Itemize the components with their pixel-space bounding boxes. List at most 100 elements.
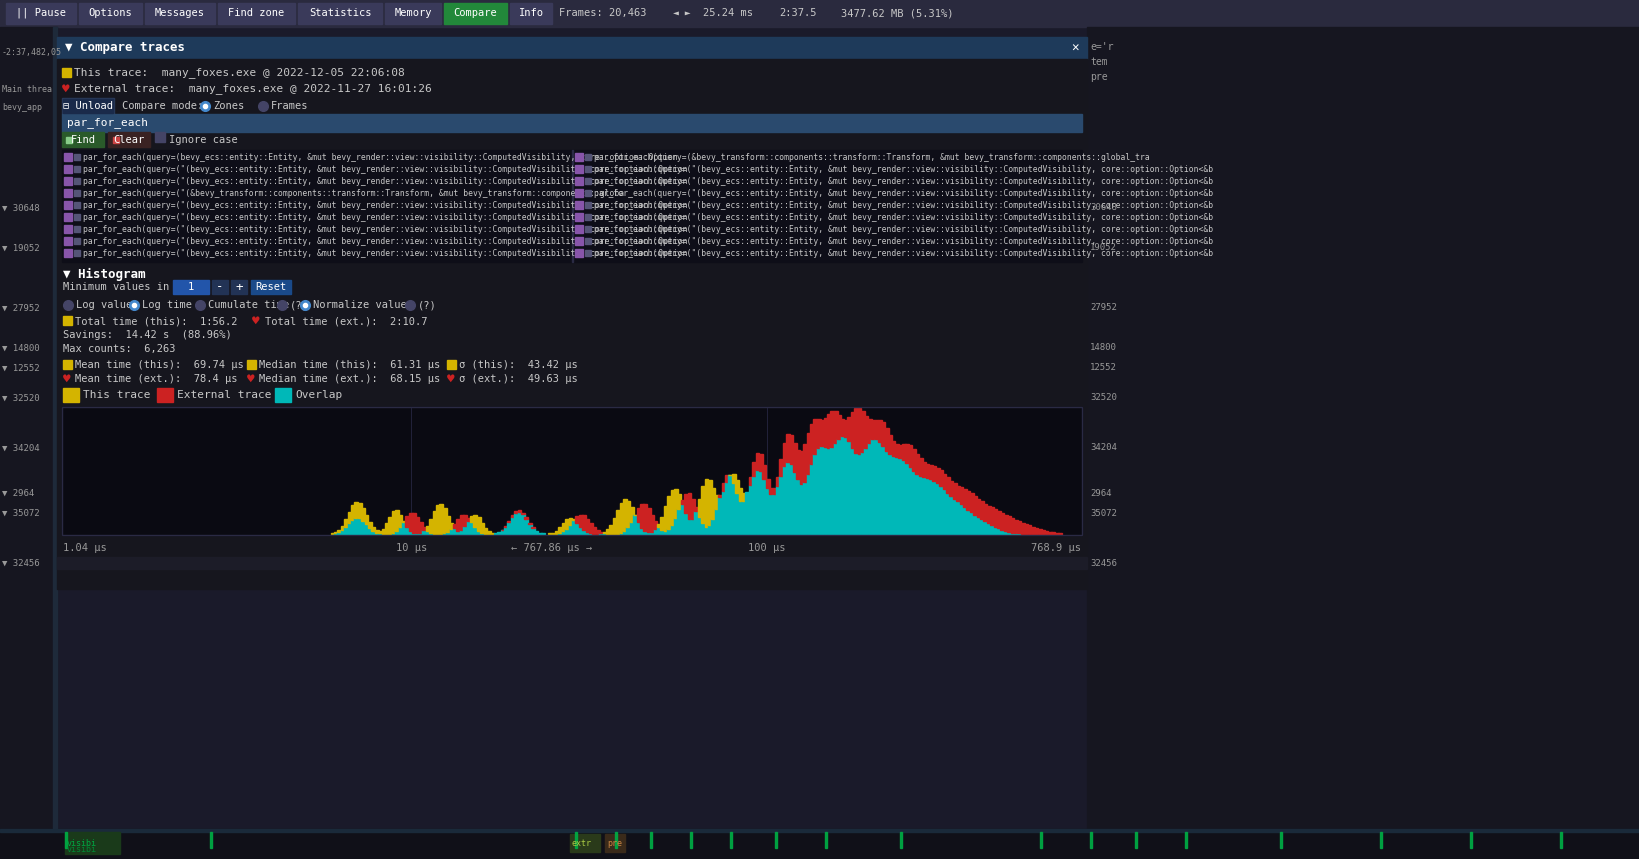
Bar bbox=[74, 238, 80, 244]
Bar bbox=[511, 517, 515, 534]
Bar bbox=[588, 523, 593, 533]
Bar bbox=[1000, 530, 1005, 534]
Text: tem: tem bbox=[1090, 57, 1108, 67]
Bar bbox=[882, 447, 885, 534]
Bar bbox=[1015, 520, 1018, 533]
Bar bbox=[806, 433, 810, 474]
Bar bbox=[579, 527, 582, 534]
Text: par_for_each(query=("(bevy_ecs::entity::Entity, &mut bevy_render::view::visibili: par_for_each(query=("(bevy_ecs::entity::… bbox=[84, 224, 687, 234]
Bar bbox=[74, 190, 80, 196]
Bar bbox=[508, 522, 511, 534]
Bar bbox=[787, 462, 790, 534]
Bar bbox=[405, 527, 410, 534]
Text: par_for_each(query=("(bevy_ecs::entity::Entity, &mut bevy_render::view::visibili: par_for_each(query=("(bevy_ecs::entity::… bbox=[593, 224, 1213, 234]
Text: Median time (ext.):  68.15 μs: Median time (ext.): 68.15 μs bbox=[259, 374, 441, 384]
Bar bbox=[505, 527, 508, 534]
Bar bbox=[670, 525, 674, 534]
Text: pre: pre bbox=[606, 838, 621, 848]
Bar bbox=[585, 214, 592, 220]
Bar bbox=[857, 454, 862, 534]
Text: -2:37,482,05: -2:37,482,05 bbox=[2, 47, 62, 57]
Bar bbox=[1024, 524, 1028, 533]
Bar bbox=[783, 466, 787, 534]
Bar bbox=[970, 512, 974, 534]
Text: Mean time (ext.):  78.4 μs: Mean time (ext.): 78.4 μs bbox=[75, 374, 238, 384]
Bar bbox=[964, 507, 967, 534]
Bar bbox=[575, 153, 583, 161]
Bar bbox=[74, 214, 80, 220]
Text: Normalize values: Normalize values bbox=[313, 300, 413, 310]
Bar bbox=[831, 447, 834, 534]
Bar bbox=[670, 490, 674, 525]
Text: par_for_each(query=("(bevy_ecs::entity::Entity, &mut bevy_render::view::visibili: par_for_each(query=("(bevy_ecs::entity::… bbox=[593, 236, 1213, 246]
Bar bbox=[993, 527, 997, 534]
Bar bbox=[644, 531, 647, 534]
Bar bbox=[429, 533, 433, 534]
Text: Messages: Messages bbox=[156, 8, 205, 18]
Bar bbox=[613, 518, 616, 533]
Bar bbox=[851, 412, 854, 448]
Bar bbox=[816, 448, 821, 534]
Text: ⊟ Unload: ⊟ Unload bbox=[62, 101, 113, 111]
Bar bbox=[210, 832, 211, 848]
Bar bbox=[1037, 529, 1041, 534]
Bar bbox=[52, 27, 57, 829]
Bar bbox=[759, 472, 762, 534]
Text: visibi: visibi bbox=[67, 845, 97, 855]
Bar bbox=[62, 114, 1082, 132]
Bar bbox=[756, 470, 759, 534]
Bar bbox=[518, 513, 521, 534]
Bar bbox=[569, 518, 572, 525]
Bar bbox=[582, 515, 585, 530]
Bar bbox=[1018, 521, 1021, 533]
Bar bbox=[970, 493, 974, 512]
Bar bbox=[408, 513, 413, 531]
Bar bbox=[1185, 832, 1187, 848]
Bar bbox=[341, 530, 344, 534]
Bar bbox=[174, 280, 210, 294]
Bar bbox=[444, 3, 506, 24]
Bar bbox=[942, 473, 946, 490]
Text: 32520: 32520 bbox=[1090, 393, 1116, 403]
Bar bbox=[831, 411, 834, 447]
Bar bbox=[461, 515, 464, 530]
Bar bbox=[364, 525, 369, 534]
Bar bbox=[615, 832, 616, 848]
Bar bbox=[477, 531, 480, 534]
Text: 1: 1 bbox=[188, 282, 193, 292]
Text: Total time (ext.):  2:10.7: Total time (ext.): 2:10.7 bbox=[266, 316, 428, 326]
Bar bbox=[923, 462, 926, 478]
Text: Compare mode:: Compare mode: bbox=[121, 101, 203, 111]
Bar bbox=[585, 190, 592, 196]
Bar bbox=[62, 316, 72, 325]
Bar bbox=[449, 528, 454, 534]
Bar bbox=[1031, 527, 1034, 534]
Bar bbox=[524, 519, 528, 534]
Bar bbox=[398, 527, 402, 534]
Text: par_for_each(query=("(bevy_ecs::entity::Entity, &mut bevy_render::view::visibili: par_for_each(query=("(bevy_ecs::entity::… bbox=[84, 236, 687, 246]
Bar bbox=[901, 444, 905, 460]
Bar bbox=[901, 460, 905, 534]
Bar bbox=[898, 445, 901, 458]
Bar bbox=[828, 414, 831, 448]
Text: par_for_each: par_for_each bbox=[67, 118, 148, 129]
Bar bbox=[562, 531, 565, 534]
Bar bbox=[1090, 832, 1092, 848]
Bar bbox=[674, 518, 677, 534]
Text: par_for_each(query=("(bevy_ecs::entity::Entity, &mut bevy_render::view::visibili: par_for_each(query=("(bevy_ecs::entity::… bbox=[84, 176, 687, 186]
Bar bbox=[952, 498, 957, 534]
Text: ▼ 30648: ▼ 30648 bbox=[2, 204, 39, 212]
Bar bbox=[426, 531, 429, 534]
Bar bbox=[74, 166, 80, 172]
Bar bbox=[892, 456, 895, 534]
Text: Mean time (this):  69.74 μs: Mean time (this): 69.74 μs bbox=[75, 360, 244, 370]
Bar bbox=[531, 528, 534, 534]
Text: Frames: 20,463: Frames: 20,463 bbox=[559, 8, 646, 18]
Text: Zones: Zones bbox=[213, 101, 244, 111]
Bar bbox=[251, 280, 292, 294]
Bar bbox=[838, 415, 841, 439]
Bar bbox=[916, 474, 919, 534]
Bar bbox=[1028, 526, 1031, 534]
Bar bbox=[575, 522, 579, 534]
Text: || Pause: || Pause bbox=[16, 8, 66, 18]
